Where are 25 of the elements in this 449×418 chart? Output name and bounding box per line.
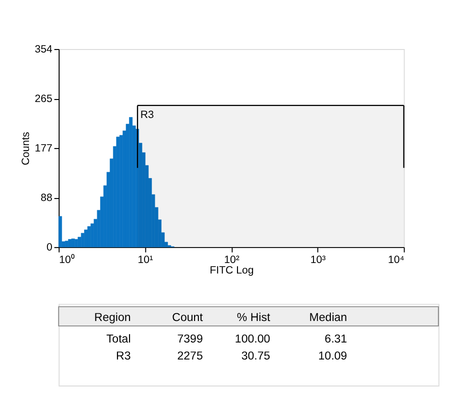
text: 10.09 bbox=[318, 350, 348, 363]
text: Region bbox=[94, 312, 131, 324]
text: 2275 bbox=[177, 350, 203, 363]
text: Median bbox=[309, 312, 348, 324]
band-label: R3 bbox=[140, 108, 154, 121]
y-tick-label: 0 bbox=[46, 241, 53, 254]
text: 7399 bbox=[177, 333, 203, 346]
x-axis-title: FITC Log bbox=[210, 264, 254, 277]
x-tick-label: 10¹ bbox=[138, 254, 154, 266]
x-tick-label: 10³ bbox=[310, 254, 326, 266]
text: % Hist bbox=[236, 312, 271, 324]
y-tick-label: 354 bbox=[34, 43, 53, 56]
x-tick-label: 10⁴ bbox=[388, 254, 405, 266]
text: 6.31 bbox=[324, 333, 348, 346]
text: Count bbox=[172, 312, 204, 324]
x-tick-label: 10² bbox=[224, 254, 240, 266]
x-tick-label: 10⁰ bbox=[59, 254, 75, 266]
y-tick-label: 265 bbox=[34, 93, 53, 106]
y-tick-label: 88 bbox=[40, 192, 53, 204]
text: R3 bbox=[116, 350, 131, 363]
y-tick-label: 177 bbox=[34, 142, 53, 154]
text: 100.00 bbox=[234, 333, 270, 346]
text: Total bbox=[106, 333, 131, 346]
text: 30.75 bbox=[241, 350, 270, 363]
y-axis-title: Counts bbox=[20, 132, 32, 166]
